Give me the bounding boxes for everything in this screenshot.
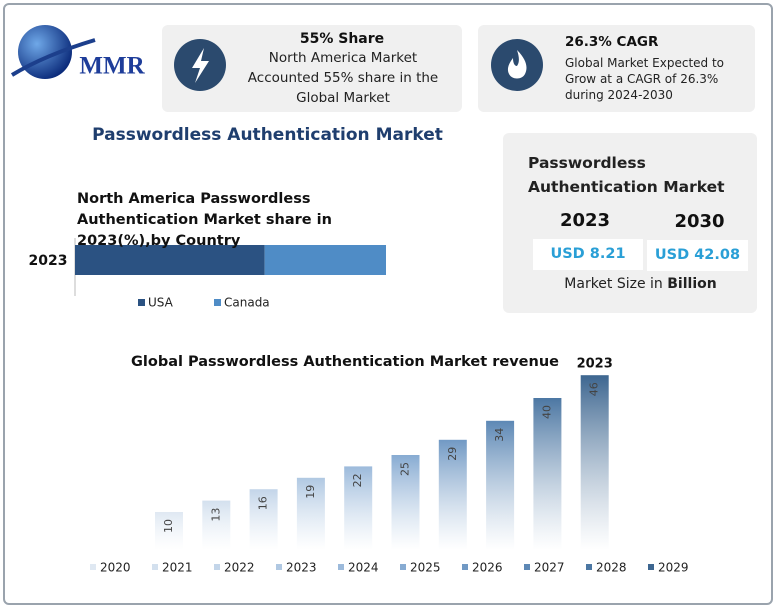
value-label: 25 [399, 462, 412, 476]
value-label: 16 [257, 496, 270, 510]
value-label: 40 [540, 405, 553, 419]
bar [202, 500, 231, 550]
bar-segment [75, 245, 265, 275]
legend-swatch [152, 564, 158, 570]
legend-swatch [586, 564, 592, 570]
legend-label: 2024 [348, 561, 379, 575]
icon [491, 39, 543, 91]
bar [533, 398, 562, 550]
legend-label: 2025 [410, 561, 441, 575]
box-year: 2023 [559, 210, 611, 231]
bar [486, 420, 515, 550]
value-label: 19 [304, 485, 317, 499]
box-title: Passwordless Authentication Market [528, 154, 725, 196]
stat-title: 55% Share [299, 31, 385, 47]
box-value: USD 42.08 [647, 240, 748, 271]
legend-swatch [400, 564, 406, 570]
bar [344, 466, 373, 550]
legend-swatch [214, 564, 220, 570]
logo-text: MMR [79, 53, 145, 80]
legend-label: Canada [224, 296, 270, 310]
legend-swatch [462, 564, 468, 570]
value-label: 13 [209, 508, 222, 522]
chart-title: North America Passwordless Authenticatio… [77, 191, 332, 249]
value-label: 10 [162, 519, 175, 533]
box-footer-prefix: Market Size in [564, 276, 663, 292]
legend-swatch [90, 564, 96, 570]
legend-swatch [524, 564, 530, 570]
legend-swatch [276, 564, 282, 570]
flame-icon [507, 50, 527, 79]
legend-label: 2022 [224, 561, 255, 575]
legend-swatch [214, 299, 221, 306]
box-year: 2030 [674, 211, 725, 232]
legend-label: 2020 [100, 561, 131, 575]
value-label: 22 [351, 473, 364, 487]
value-label: 34 [493, 428, 506, 442]
stat-title: 26.3% CAGR [565, 34, 659, 50]
legend-label: USA [148, 296, 174, 310]
frame [3, 3, 773, 605]
legend-label: 2027 [534, 561, 565, 575]
box-footer: Market Size in Billion [533, 276, 748, 292]
market-box [503, 133, 757, 313]
legend-label: 2023 [286, 561, 317, 575]
legend-label: 2026 [472, 561, 503, 575]
value-label: 46 [588, 382, 601, 396]
category-label: 2023 [29, 253, 68, 269]
bolt-icon [192, 48, 209, 83]
bar [296, 477, 325, 550]
annotation: 2023 [577, 357, 613, 372]
bar [155, 512, 183, 550]
logo-swoosh [10, 38, 96, 77]
legend-swatch [648, 564, 654, 570]
stat-text: Global Market Expected to Grow at a CAGR… [565, 56, 725, 102]
bar [391, 455, 420, 550]
bar-segment [264, 245, 386, 275]
box-footer-unit: Billion [667, 276, 717, 292]
legend-label: 2021 [162, 561, 193, 575]
chart-title: Global Passwordless Authentication Marke… [131, 354, 559, 370]
box-value: USD 8.21 [533, 239, 643, 270]
bar [580, 375, 609, 550]
value-label: 29 [446, 447, 459, 461]
bar [249, 489, 278, 550]
stat-text: North America Market Accounted 55% share… [247, 50, 439, 106]
bar [438, 439, 467, 550]
legend-swatch [138, 299, 145, 306]
main-title: Passwordless Authentication Market [92, 125, 443, 145]
legend-swatch [338, 564, 344, 570]
legend-label: 2029 [658, 561, 689, 575]
legend-label: 2028 [596, 561, 627, 575]
